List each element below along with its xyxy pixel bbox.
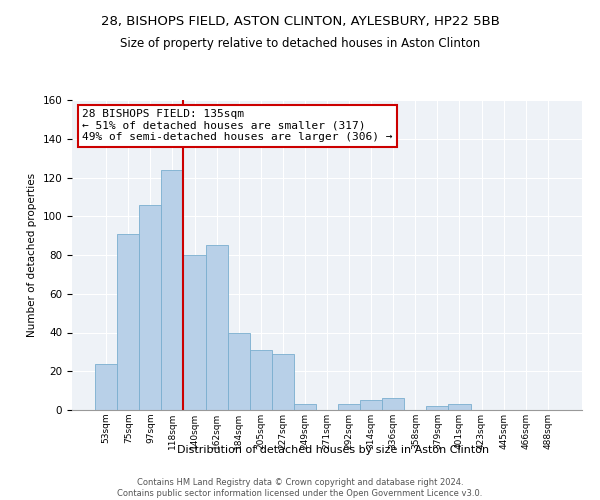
Bar — [294, 404, 316, 410]
Bar — [139, 204, 161, 410]
Bar — [95, 364, 117, 410]
Bar — [117, 234, 139, 410]
Y-axis label: Number of detached properties: Number of detached properties — [27, 173, 37, 337]
Text: 28, BISHOPS FIELD, ASTON CLINTON, AYLESBURY, HP22 5BB: 28, BISHOPS FIELD, ASTON CLINTON, AYLESB… — [101, 15, 499, 28]
Text: Distribution of detached houses by size in Aston Clinton: Distribution of detached houses by size … — [177, 445, 489, 455]
Text: Size of property relative to detached houses in Aston Clinton: Size of property relative to detached ho… — [120, 38, 480, 51]
Bar — [382, 398, 404, 410]
Bar — [161, 170, 184, 410]
Bar — [206, 246, 227, 410]
Bar — [360, 400, 382, 410]
Bar — [448, 404, 470, 410]
Bar — [227, 332, 250, 410]
Bar — [184, 255, 206, 410]
Bar — [338, 404, 360, 410]
Text: 28 BISHOPS FIELD: 135sqm
← 51% of detached houses are smaller (317)
49% of semi-: 28 BISHOPS FIELD: 135sqm ← 51% of detach… — [82, 110, 392, 142]
Bar — [272, 354, 294, 410]
Bar — [427, 406, 448, 410]
Bar — [250, 350, 272, 410]
Text: Contains HM Land Registry data © Crown copyright and database right 2024.
Contai: Contains HM Land Registry data © Crown c… — [118, 478, 482, 498]
